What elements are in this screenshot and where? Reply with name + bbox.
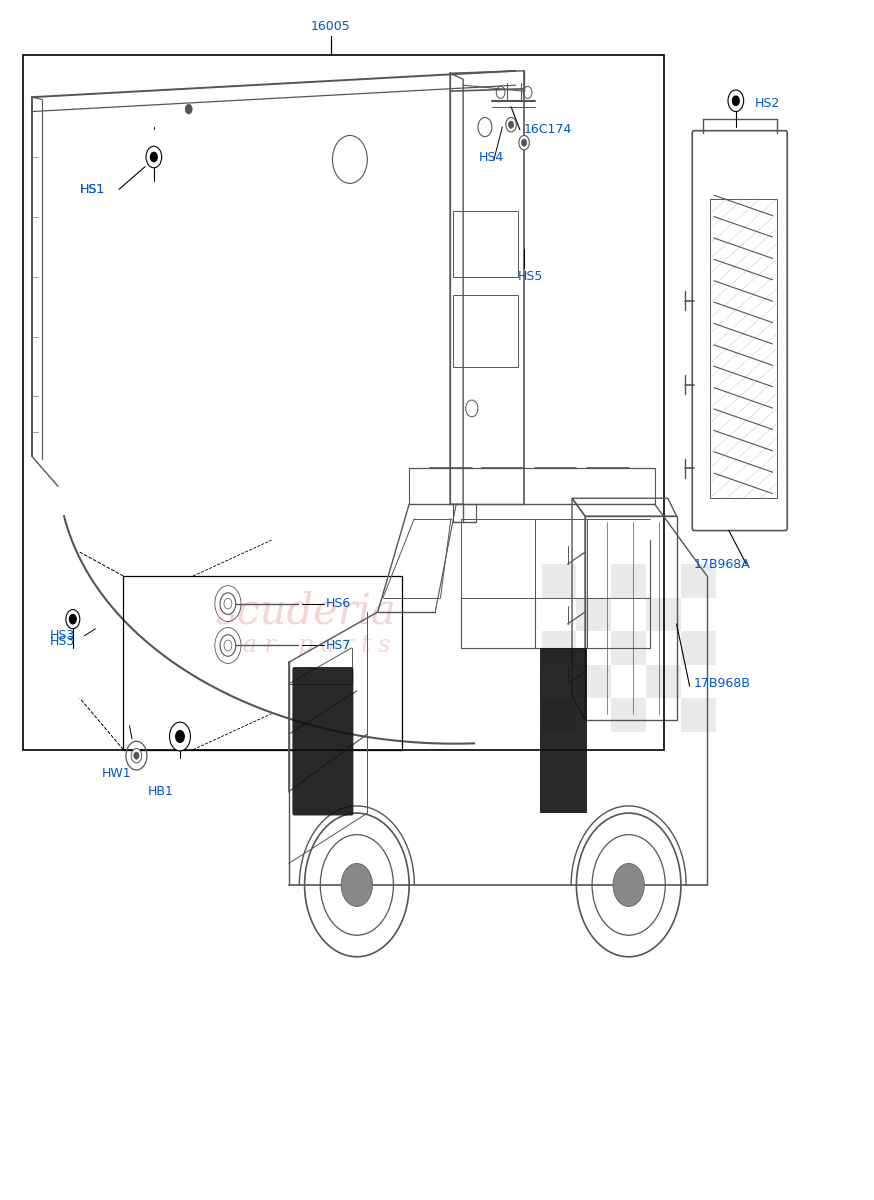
Text: 16005: 16005 xyxy=(311,19,350,32)
Bar xyxy=(576,598,611,631)
Text: HS4: HS4 xyxy=(479,150,504,163)
Bar xyxy=(611,665,646,698)
Bar xyxy=(681,598,716,631)
Bar xyxy=(542,698,576,732)
Circle shape xyxy=(146,146,162,168)
Text: HS5: HS5 xyxy=(518,270,544,283)
Bar xyxy=(611,598,646,631)
Bar xyxy=(453,211,518,277)
Bar xyxy=(611,564,646,598)
Bar xyxy=(710,199,777,498)
Bar xyxy=(542,665,576,698)
Circle shape xyxy=(131,749,142,763)
Circle shape xyxy=(134,752,139,760)
Text: HS1: HS1 xyxy=(80,182,105,196)
Bar xyxy=(576,698,611,732)
Circle shape xyxy=(185,104,192,114)
Circle shape xyxy=(224,599,232,608)
Text: scuderia: scuderia xyxy=(216,590,397,632)
FancyBboxPatch shape xyxy=(293,667,353,816)
Circle shape xyxy=(341,863,372,906)
Bar xyxy=(681,564,716,598)
Bar xyxy=(646,665,681,698)
Bar xyxy=(646,564,681,598)
Bar xyxy=(542,598,576,631)
Circle shape xyxy=(224,640,232,650)
Text: HS2: HS2 xyxy=(755,97,780,109)
Circle shape xyxy=(66,610,80,629)
Circle shape xyxy=(150,152,157,162)
Circle shape xyxy=(613,863,644,906)
Bar xyxy=(611,698,646,732)
Circle shape xyxy=(506,118,517,132)
Circle shape xyxy=(509,121,514,128)
Bar xyxy=(24,55,663,750)
Bar xyxy=(681,665,716,698)
Circle shape xyxy=(170,722,191,751)
Circle shape xyxy=(519,136,530,150)
Text: HS1: HS1 xyxy=(80,182,105,196)
Bar xyxy=(611,631,646,665)
Circle shape xyxy=(728,90,744,112)
Circle shape xyxy=(220,635,236,656)
Bar xyxy=(576,564,611,598)
Text: HB1: HB1 xyxy=(148,785,174,798)
Text: 17B968B: 17B968B xyxy=(694,677,751,690)
Bar xyxy=(646,631,681,665)
Circle shape xyxy=(176,731,184,743)
Text: HS7: HS7 xyxy=(325,638,350,652)
Bar xyxy=(585,516,676,720)
Circle shape xyxy=(522,139,527,146)
Text: c a r   p a r t s: c a r p a r t s xyxy=(222,634,391,656)
Text: HW1: HW1 xyxy=(101,767,131,780)
Text: 16C174: 16C174 xyxy=(524,122,572,136)
Bar xyxy=(646,598,681,631)
Text: HS3: HS3 xyxy=(49,636,74,648)
Bar xyxy=(542,564,576,598)
Bar xyxy=(576,631,611,665)
Bar xyxy=(542,631,576,665)
Bar xyxy=(646,698,681,732)
Text: 17B968A: 17B968A xyxy=(694,558,751,570)
Text: HS3: HS3 xyxy=(49,630,74,642)
Bar xyxy=(576,665,611,698)
Text: HS6: HS6 xyxy=(325,598,350,610)
Bar xyxy=(681,631,716,665)
Bar xyxy=(123,576,402,750)
Circle shape xyxy=(69,614,76,624)
Circle shape xyxy=(220,593,236,614)
Bar xyxy=(540,648,586,814)
Bar xyxy=(453,295,518,366)
Bar xyxy=(681,698,716,732)
Circle shape xyxy=(732,96,739,106)
